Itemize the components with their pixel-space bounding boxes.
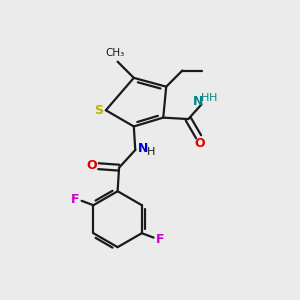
Text: O: O <box>87 159 97 172</box>
Text: N: N <box>193 95 203 108</box>
Text: H: H <box>201 93 209 103</box>
Text: H: H <box>208 93 217 103</box>
Text: H: H <box>147 147 156 158</box>
Text: N: N <box>138 142 149 155</box>
Text: O: O <box>194 137 205 150</box>
Text: F: F <box>156 232 164 246</box>
Text: S: S <box>94 104 103 117</box>
Text: F: F <box>71 193 80 206</box>
Text: CH₃: CH₃ <box>106 48 125 59</box>
